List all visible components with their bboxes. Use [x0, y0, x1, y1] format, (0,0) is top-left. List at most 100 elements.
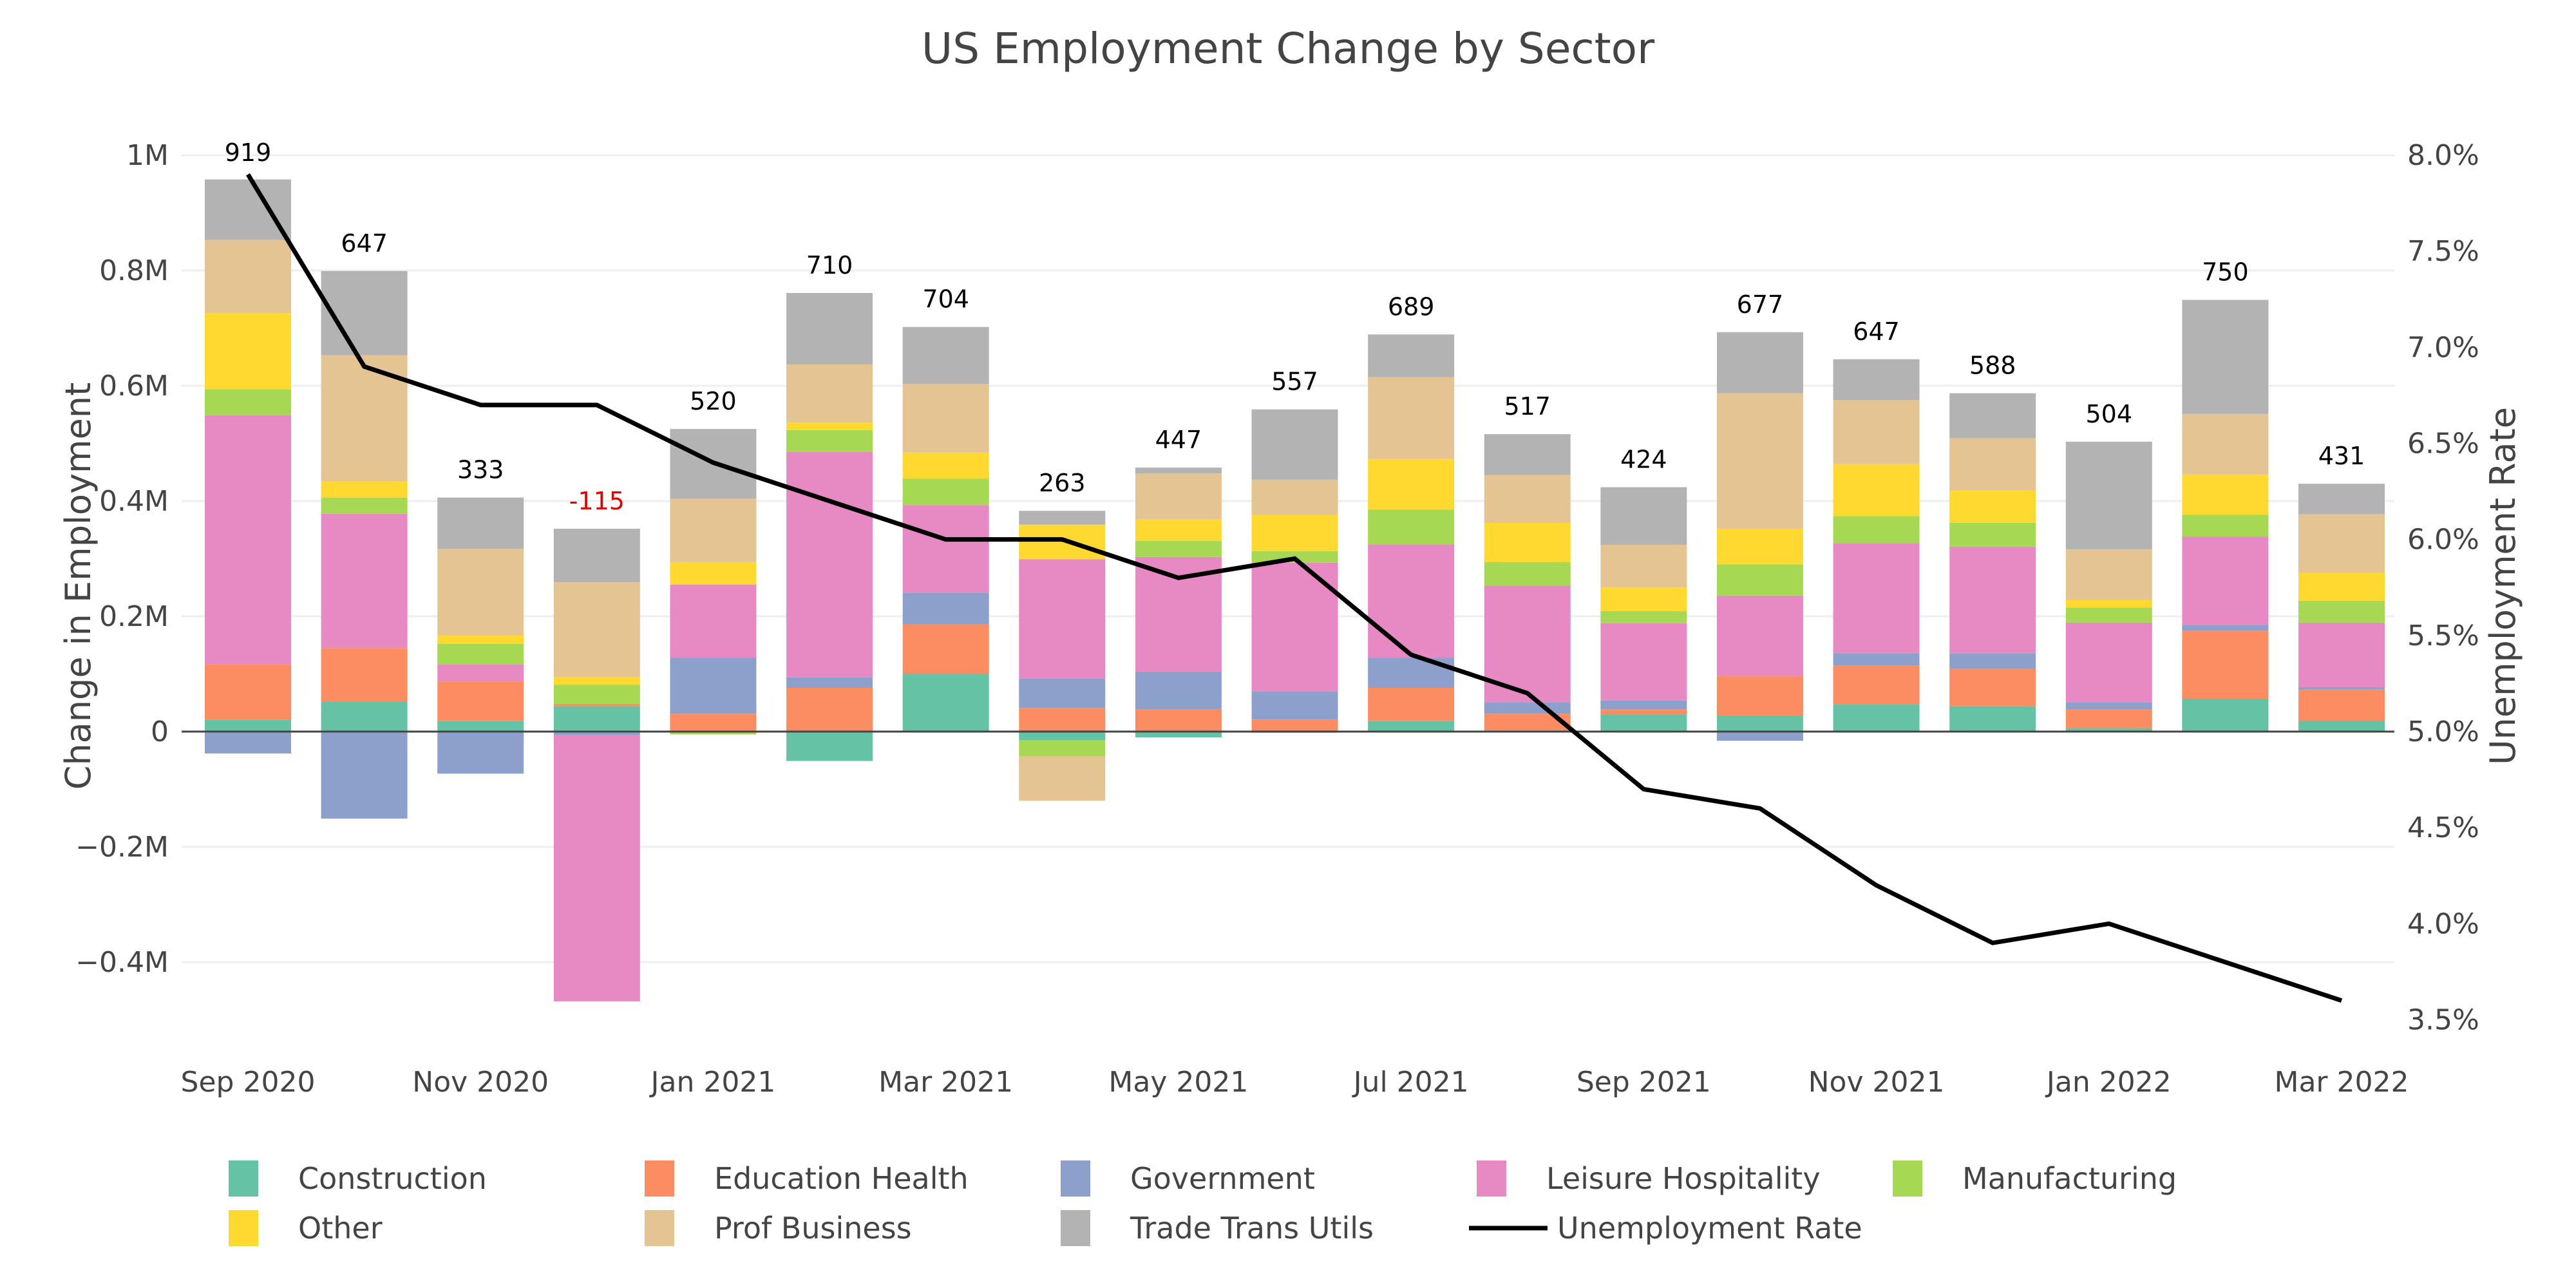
- total-label: 647: [1853, 317, 1900, 346]
- bar-segment-education-health: [437, 681, 524, 721]
- bar-segment-education-health: [205, 664, 291, 720]
- legend-label: Unemployment Rate: [1557, 1211, 1862, 1245]
- total-label: 517: [1504, 392, 1551, 421]
- bar-segment-trade-trans-utils: [1833, 359, 1920, 401]
- legend-item[interactable]: Unemployment Rate: [1469, 1211, 1862, 1245]
- bar-segment-government: [2182, 625, 2269, 631]
- bar-segment-prof-business: [1135, 473, 1222, 520]
- legend-item[interactable]: Trade Trans Utils: [1061, 1210, 1374, 1246]
- legend-label: Leisure Hospitality: [1546, 1161, 1821, 1196]
- legend-label: Trade Trans Utils: [1130, 1211, 1374, 1245]
- bar-segment-government: [205, 732, 291, 754]
- legend-item[interactable]: Government: [1061, 1160, 1315, 1197]
- bar-segment-government: [670, 658, 757, 714]
- bar-segment-leisure-hospitality: [2182, 536, 2269, 625]
- bar-segment-leisure-hospitality: [670, 584, 757, 658]
- y-tick-label: 0.8M: [99, 254, 169, 287]
- bar-segment-leisure-hospitality: [902, 505, 989, 593]
- bar-segment-trade-trans-utils: [1716, 332, 1803, 393]
- bar-segment-construction: [2065, 728, 2152, 732]
- bar-segment-trade-trans-utils: [1949, 393, 2036, 439]
- bar-segment-trade-trans-utils: [1251, 409, 1338, 480]
- y2-tick-label: 5.5%: [2407, 620, 2479, 652]
- bar-segment-construction: [205, 719, 291, 732]
- bar-segment-leisure-hospitality: [1949, 546, 2036, 654]
- bar-segment-education-health: [1833, 665, 1920, 705]
- legend-item[interactable]: Other: [229, 1210, 383, 1246]
- bar-segment-leisure-hospitality: [1600, 623, 1687, 701]
- legend-label: Manufacturing: [1962, 1161, 2177, 1196]
- legend-label: Construction: [298, 1161, 487, 1196]
- bar-segment-prof-business: [1716, 393, 1803, 529]
- bar-segment-trade-trans-utils: [553, 528, 640, 583]
- bar-segment-manufacturing: [1368, 509, 1455, 545]
- bar-segment-trade-trans-utils: [321, 270, 408, 355]
- bar-segment-trade-trans-utils: [1019, 511, 1106, 525]
- bar-segment-construction: [1949, 706, 2036, 732]
- bar-segment-government: [1833, 653, 1920, 666]
- bar-segment-prof-business: [786, 364, 873, 423]
- total-label: 431: [2318, 442, 2365, 470]
- total-label: 677: [1737, 290, 1784, 319]
- bar-segment-prof-business: [1368, 377, 1455, 459]
- bar-segment-government: [437, 732, 524, 774]
- bar-segment-leisure-hospitality: [1716, 595, 1803, 677]
- bar-segment-education-health: [902, 624, 989, 674]
- legend-item[interactable]: Prof Business: [645, 1210, 912, 1246]
- bar-segment-other: [1484, 523, 1571, 562]
- bar-segment-manufacturing: [786, 430, 873, 452]
- legend-item[interactable]: Leisure Hospitality: [1477, 1160, 1821, 1197]
- legend-swatch: [229, 1210, 258, 1246]
- bar-segment-education-health: [321, 648, 408, 702]
- bar-segment-government: [1949, 653, 2036, 669]
- bar-segment-leisure-hospitality: [1368, 544, 1455, 658]
- bar-segment-education-health: [2298, 689, 2385, 721]
- total-label: 704: [922, 285, 969, 314]
- y2-tick-label: 6.0%: [2407, 524, 2479, 556]
- legend-item[interactable]: Manufacturing: [1893, 1160, 2177, 1197]
- total-label: 557: [1271, 368, 1318, 396]
- bar-segment-manufacturing: [553, 685, 640, 705]
- bar-segment-manufacturing: [437, 643, 524, 665]
- bar-segment-manufacturing: [902, 478, 989, 506]
- x-tick-label: Sep 2021: [1577, 1066, 1711, 1099]
- bar-segment-prof-business: [1600, 545, 1687, 588]
- bar-segment-leisure-hospitality: [1019, 559, 1106, 679]
- bar-segment-education-health: [1368, 687, 1455, 721]
- bar-segment-other: [786, 422, 873, 430]
- bar-segment-construction: [1716, 715, 1803, 732]
- x-tick-label: Mar 2022: [2275, 1066, 2409, 1099]
- y2-tick-label: 6.5%: [2407, 428, 2479, 460]
- x-tick-label: Jan 2022: [2045, 1066, 2172, 1099]
- bar-segment-other: [205, 313, 291, 390]
- bar-segment-prof-business: [553, 582, 640, 677]
- bar-segment-other: [2298, 573, 2385, 601]
- bar-segment-government: [1368, 658, 1455, 688]
- bar-segment-manufacturing: [1019, 740, 1106, 757]
- total-label: 504: [2086, 400, 2133, 428]
- legend-label: Prof Business: [714, 1211, 912, 1245]
- bar-segment-construction: [321, 701, 408, 732]
- bar-segment-leisure-hospitality: [437, 664, 524, 682]
- bar-segment-government: [553, 732, 640, 735]
- legend-item[interactable]: Education Health: [645, 1160, 969, 1197]
- total-label: 263: [1039, 469, 1086, 497]
- total-label: 424: [1620, 446, 1667, 474]
- legend-swatch: [229, 1160, 258, 1197]
- bar-segment-manufacturing: [1600, 611, 1687, 623]
- total-labels: 919 647 333 -115 520 710 704 263 447 557 689 517 424…: [225, 138, 2365, 515]
- legend-item[interactable]: Construction: [229, 1160, 487, 1197]
- bar-segment-other: [2182, 474, 2269, 515]
- bar-segment-government: [321, 732, 408, 819]
- bar-segment-government: [902, 592, 989, 625]
- bar-segment-leisure-hospitality: [2298, 622, 2385, 688]
- bar-segment-trade-trans-utils: [2182, 299, 2269, 414]
- y2-axis-title: Unemployment Rate: [2483, 407, 2523, 765]
- bar-segment-construction: [786, 732, 873, 761]
- bar-segment-government: [1135, 671, 1222, 710]
- bar-segment-construction: [2182, 698, 2269, 732]
- bar-segment-other: [1251, 515, 1338, 551]
- bar-segment-construction: [1833, 704, 1920, 732]
- bar-segment-prof-business: [2298, 514, 2385, 573]
- bar-segment-trade-trans-utils: [1600, 487, 1687, 545]
